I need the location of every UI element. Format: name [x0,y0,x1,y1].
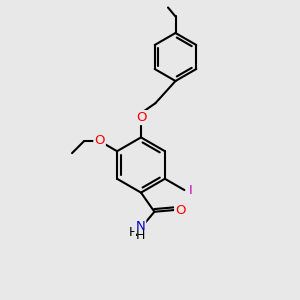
Text: H: H [136,229,145,242]
Text: N: N [136,220,145,232]
Text: O: O [175,204,186,217]
Text: H: H [129,226,138,238]
Text: I: I [189,184,193,196]
Text: O: O [94,134,105,147]
Text: O: O [136,111,147,124]
